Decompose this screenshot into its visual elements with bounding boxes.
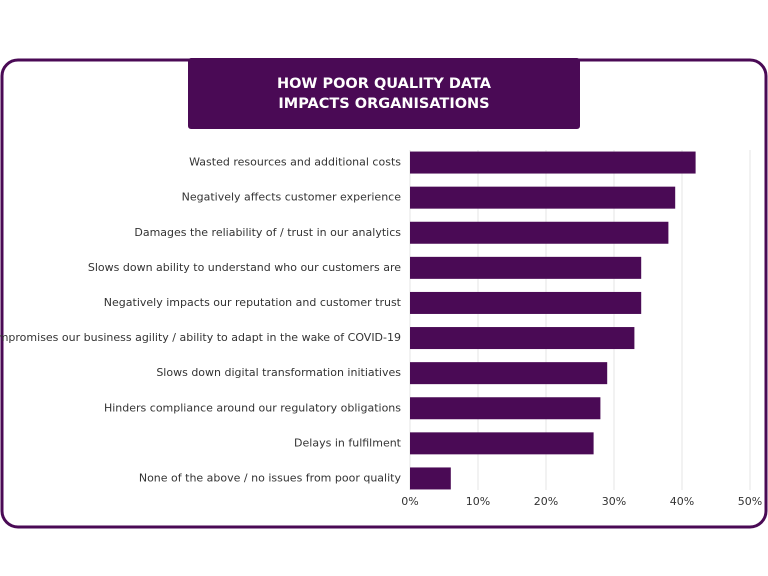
x-tick-label: 10% [466, 495, 490, 508]
bar [410, 432, 594, 455]
bar [410, 151, 696, 174]
x-tick-label: 30% [602, 495, 626, 508]
y-tick-label: Delays in fulfilment [294, 436, 402, 449]
chart-title: HOW POOR QUALITY DATA [277, 76, 492, 92]
bar [410, 291, 642, 314]
bar [410, 362, 608, 385]
y-tick-label: Slows down digital transformation initia… [156, 366, 401, 379]
y-tick-label: Hinders compliance around our regulatory… [104, 401, 401, 414]
frame [0, 58, 768, 529]
x-tick-label: 40% [670, 495, 694, 508]
bar [410, 186, 676, 209]
y-tick-label: Wasted resources and additional costs [189, 156, 401, 169]
x-tick-label: 20% [534, 495, 558, 508]
bar [410, 397, 601, 420]
bar [410, 467, 451, 490]
y-tick-label: Negatively affects customer experience [182, 191, 402, 204]
bar [410, 327, 635, 350]
title-box [188, 58, 580, 129]
bar [410, 221, 669, 244]
y-tick-label: Compromises our business agility / abili… [0, 331, 401, 344]
x-tick-label: 0% [401, 495, 418, 508]
y-tick-label: Negatively impacts our reputation and cu… [104, 296, 402, 309]
bar [410, 256, 642, 279]
chart-title: IMPACTS ORGANISATIONS [278, 96, 489, 112]
y-tick-label: Damages the reliability of / trust in ou… [134, 226, 401, 239]
y-tick-label: None of the above / no issues from poor … [139, 471, 402, 484]
y-tick-label: Slows down ability to understand who our… [88, 261, 401, 274]
x-tick-label: 50% [738, 495, 762, 508]
